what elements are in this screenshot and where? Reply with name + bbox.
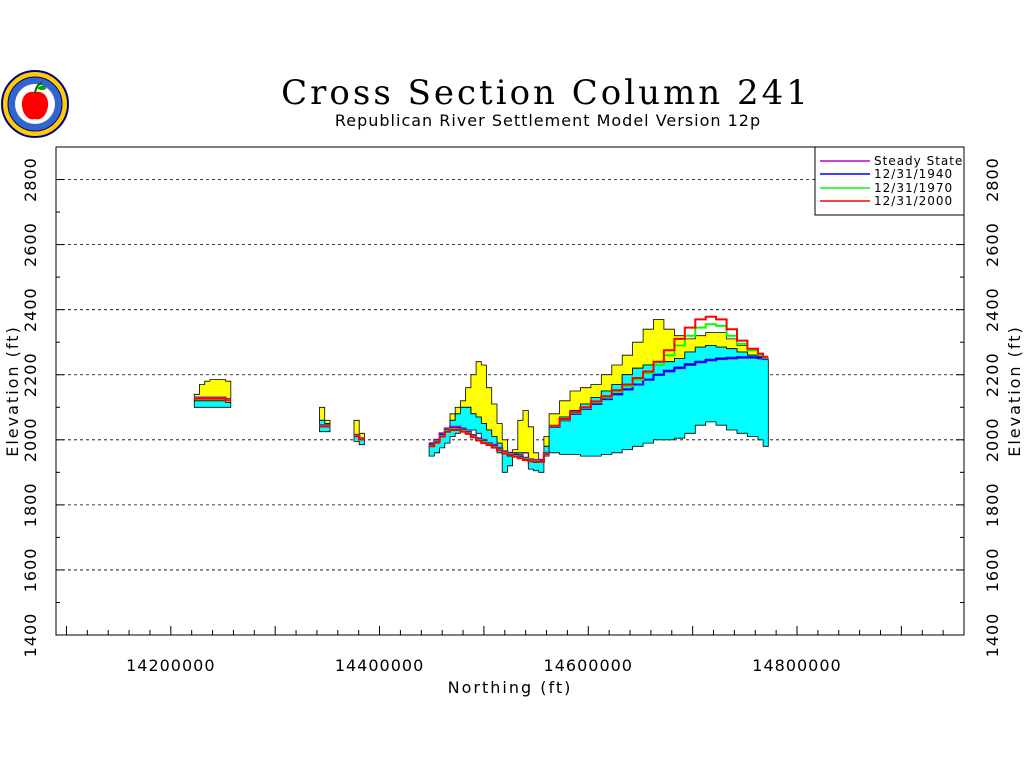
y-tick-label-right-1400: 1400 [983, 613, 1002, 658]
axis-ticks [56, 146, 965, 636]
x-tick-label-14200000: 14200000 [126, 656, 215, 675]
y-tick-label-right-2000: 2000 [983, 417, 1002, 462]
x-tick-label-14400000: 14400000 [335, 656, 424, 675]
y-tick-label-right-2800: 2800 [983, 157, 1002, 202]
x-tick-label-14800000: 14800000 [752, 656, 841, 675]
y-tick-label-right-1600: 1600 [983, 548, 1002, 593]
land-surface-area-3 [428, 361, 550, 464]
fill-areas [193, 318, 769, 473]
y-tick-label-right-2200: 2200 [983, 352, 1002, 397]
chart-subtitle: Republican River Settlement Model Versio… [335, 111, 761, 130]
y-tick-label-left-2400: 2400 [21, 287, 40, 332]
saturated-area-3 [428, 406, 550, 473]
legend-label-steady-state: Steady State [874, 154, 963, 168]
series-line-2000-2 [354, 435, 365, 441]
series-line-2000-0 [194, 397, 231, 402]
y-tick-label-left-1600: 1600 [21, 548, 40, 593]
y-tick-label-left-2000: 2000 [21, 417, 40, 462]
logo-seal [1, 70, 69, 138]
y-tick-label-left-1800: 1800 [21, 483, 40, 528]
series-line-2000-4 [549, 315, 769, 427]
y-tick-label-left-2600: 2600 [21, 222, 40, 267]
y-tick-label-left-2800: 2800 [21, 157, 40, 202]
legend: Steady State 12/31/1940 12/31/1970 12/31… [814, 146, 965, 216]
y-tick-label-left-1400: 1400 [21, 613, 40, 658]
plot-frame [55, 146, 965, 636]
y-axis-label-left: Elevation (ft) [3, 325, 22, 457]
y-tick-label-right-2600: 2600 [983, 222, 1002, 267]
x-tick-label-14600000: 14600000 [544, 656, 633, 675]
legend-box [814, 146, 965, 216]
series-line-2000-3 [429, 429, 550, 463]
legend-label-2000: 12/31/2000 [874, 194, 953, 208]
chart-title: Cross Section Column 241 [281, 73, 811, 113]
y-axis-label-right: Elevation (ft) [1005, 325, 1024, 457]
y-tick-label-right-2400: 2400 [983, 287, 1002, 332]
x-axis-label: Northing (ft) [448, 678, 573, 697]
series-lines [194, 315, 769, 463]
y-tick-label-left-2200: 2200 [21, 352, 40, 397]
legend-label-1970: 12/31/1970 [874, 181, 953, 195]
saturated-area-0 [193, 400, 232, 408]
y-tick-label-right-1800: 1800 [983, 483, 1002, 528]
legend-label-1940: 12/31/1940 [874, 167, 953, 181]
grid-lines [56, 179, 964, 636]
tick-labels: 1400 1400 1600 1600 1800 1800 2000 2000 2200 2200… [21, 157, 1002, 675]
